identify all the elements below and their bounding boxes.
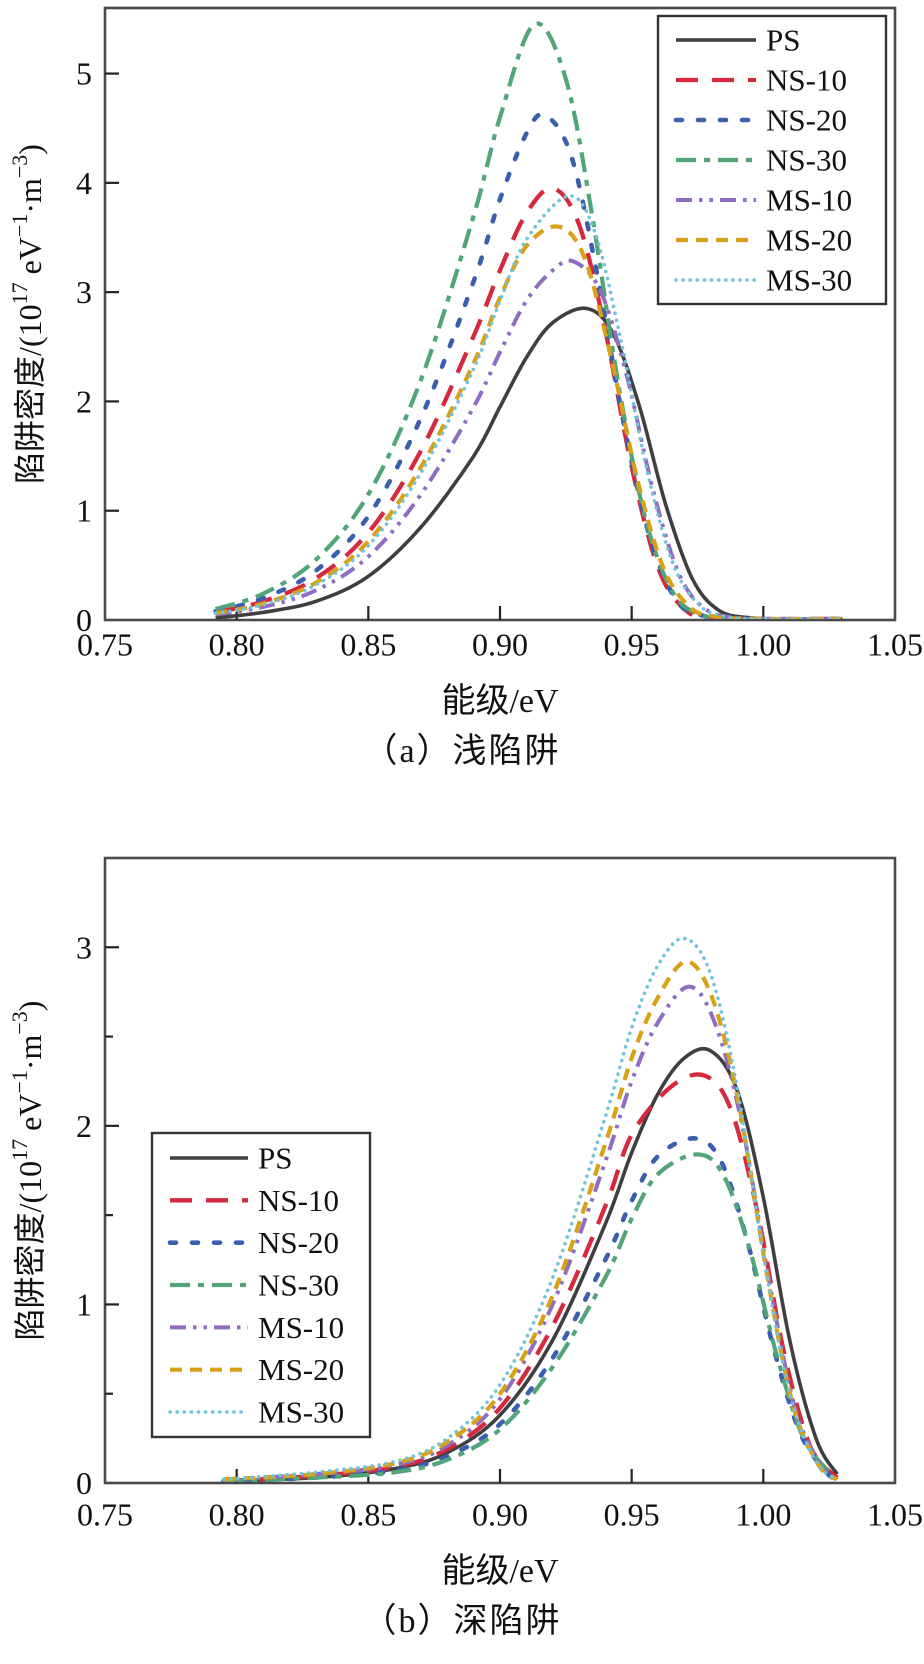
curves bbox=[221, 936, 840, 1482]
y-tick-label: 0 bbox=[76, 1465, 92, 1501]
legend-label-MS-20: MS-20 bbox=[258, 1352, 344, 1387]
y-tick-label: 1 bbox=[76, 493, 92, 529]
legend-label-NS-30: NS-30 bbox=[258, 1268, 339, 1303]
x-tick-label: 1.00 bbox=[735, 626, 791, 662]
chart-b-figure: 0.75 0.80 0.85 0.90 0.95 1.00 1.05 0 1 2 3 能级/eV 陷阱密… bbox=[0, 790, 924, 1644]
y-tick-label: 2 bbox=[76, 383, 92, 419]
legend: PS NS-10 NS-20 NS-30 MS-10 MS-20 MS-30 bbox=[150, 1131, 372, 1439]
x-tick-label: 0.85 bbox=[340, 626, 396, 662]
x-tick-label: 0.95 bbox=[604, 626, 660, 662]
y-tick-label: 3 bbox=[76, 274, 92, 310]
legend-item-NS-10: NS-10 bbox=[676, 63, 847, 98]
chart-a-caption: （a）浅陷阱 bbox=[363, 733, 561, 770]
chart-a-svg: 0.75 0.80 0.85 0.90 0.95 1.00 1.05 0 1 2 3 4 5 能级/eV 陷… bbox=[7, 6, 923, 720]
legend-item-MS-10: MS-10 bbox=[676, 183, 852, 218]
legend-label-MS-30: MS-30 bbox=[258, 1395, 344, 1430]
legend-label-MS-30: MS-30 bbox=[766, 263, 852, 298]
legend-label-MS-20: MS-20 bbox=[766, 223, 852, 258]
legend-label-NS-30: NS-30 bbox=[766, 143, 847, 178]
x-axis-title: 能级/eV bbox=[441, 1552, 559, 1590]
curve-MS-20 bbox=[215, 224, 843, 619]
legend: PS NS-10 NS-20 NS-30 MS-10 MS-20 MS-30 bbox=[656, 14, 888, 306]
y-axis-title: 陷阱密度/(1017 eV−1·m−3) bbox=[7, 1001, 49, 1341]
y-tick-label: 4 bbox=[76, 165, 92, 201]
legend-item-NS-30: NS-30 bbox=[170, 1268, 339, 1303]
legend-item-PS: PS bbox=[170, 1141, 292, 1176]
y-tick-label: 1 bbox=[76, 1286, 92, 1322]
legend-item-NS-10: NS-10 bbox=[170, 1183, 339, 1218]
legend-label-PS: PS bbox=[258, 1141, 292, 1176]
curve-NS-30 bbox=[214, 21, 843, 619]
legend-item-MS-30: MS-30 bbox=[168, 1395, 344, 1430]
x-tick-label: 0.85 bbox=[340, 1496, 396, 1532]
legend-label-PS: PS bbox=[766, 23, 800, 58]
x-tick-label: 0.95 bbox=[604, 1496, 660, 1532]
y-tick-label: 2 bbox=[76, 1108, 92, 1144]
chart-a-figure: 0.75 0.80 0.85 0.90 0.95 1.00 1.05 0 1 2 3 4 5 能级/eV 陷… bbox=[0, 0, 924, 774]
y-tick-label: 3 bbox=[76, 929, 92, 965]
x-tick-label: 1.05 bbox=[867, 626, 923, 662]
legend-item-MS-20: MS-20 bbox=[170, 1352, 344, 1387]
x-tick-label: 0.90 bbox=[472, 626, 528, 662]
curve-MS-10 bbox=[215, 258, 843, 619]
legend-item-NS-20: NS-20 bbox=[673, 103, 847, 138]
legend-label-NS-20: NS-20 bbox=[766, 103, 847, 138]
legend-item-MS-10: MS-10 bbox=[170, 1310, 344, 1345]
legend-label-MS-10: MS-10 bbox=[258, 1310, 344, 1345]
legend-label-NS-10: NS-10 bbox=[766, 63, 847, 98]
legend-label-MS-10: MS-10 bbox=[766, 183, 852, 218]
legend-item-MS-30: MS-30 bbox=[674, 263, 852, 298]
chart-b-caption: （b）深陷阱 bbox=[362, 1603, 562, 1640]
legend-item-PS: PS bbox=[676, 23, 800, 58]
curve-PS bbox=[215, 306, 843, 619]
x-tick-label: 1.00 bbox=[735, 1496, 791, 1532]
x-tick-label: 0.90 bbox=[472, 1496, 528, 1532]
x-tick-label: 1.05 bbox=[867, 1496, 923, 1532]
x-tick-label: 0.80 bbox=[209, 1496, 265, 1532]
legend-item-NS-30: NS-30 bbox=[676, 143, 847, 178]
y-axis-title: 陷阱密度/(1017 eV−1·m−3) bbox=[7, 144, 49, 484]
legend-item-MS-20: MS-20 bbox=[676, 223, 852, 258]
chart-b-svg: 0.75 0.80 0.85 0.90 0.95 1.00 1.05 0 1 2 3 能级/eV 陷阱密… bbox=[7, 856, 923, 1590]
x-tick-label: 0.75 bbox=[77, 1496, 133, 1532]
x-axis-title: 能级/eV bbox=[441, 682, 559, 720]
y-tick-label: 0 bbox=[76, 602, 92, 638]
x-tick-label: 0.75 bbox=[77, 626, 133, 662]
curve-MS-30 bbox=[221, 936, 839, 1482]
legend-label-NS-20: NS-20 bbox=[258, 1225, 339, 1260]
x-tick-label: 0.80 bbox=[209, 626, 265, 662]
chart-b-canvas: 0.75 0.80 0.85 0.90 0.95 1.00 1.05 0 1 2 3 能级/eV 陷阱密… bbox=[0, 790, 924, 1590]
chart-a-canvas: 0.75 0.80 0.85 0.90 0.95 1.00 1.05 0 1 2 3 4 5 能级/eV 陷… bbox=[0, 0, 924, 724]
legend-item-NS-20: NS-20 bbox=[167, 1225, 339, 1260]
y-tick-label: 5 bbox=[76, 56, 92, 92]
legend-label-NS-10: NS-10 bbox=[258, 1183, 339, 1218]
curve-NS-30 bbox=[223, 1152, 839, 1482]
curves bbox=[213, 21, 845, 619]
curve-PS bbox=[223, 1046, 839, 1482]
